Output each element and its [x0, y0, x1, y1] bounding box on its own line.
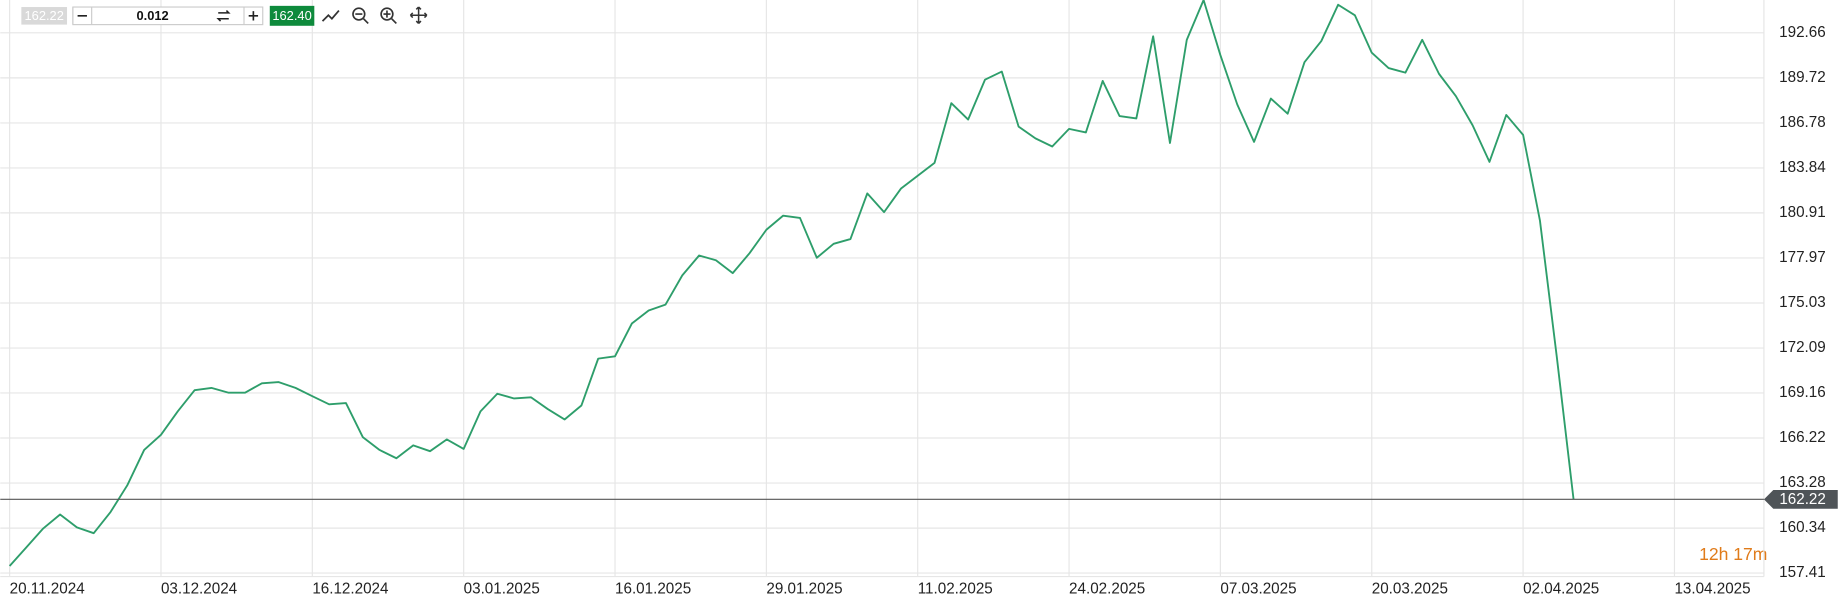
chart-type-icon[interactable] [321, 9, 340, 22]
pan-icon[interactable] [409, 6, 428, 24]
y-tick-label: 183.84 [1779, 159, 1826, 176]
toolbar: 162.22 0.012 162.40 [21, 5, 428, 26]
ask-price[interactable]: 162.40 [272, 8, 311, 23]
x-tick-label: 07.03.2025 [1220, 580, 1296, 597]
y-tick-label: 172.09 [1779, 339, 1826, 356]
y-tick-label: 186.78 [1779, 114, 1826, 131]
bid-box [21, 7, 68, 25]
y-tick-label: 192.66 [1779, 24, 1826, 41]
y-tick-label: 160.34 [1779, 519, 1826, 536]
last-price-tag [1763, 489, 1838, 509]
y-tick-label: 166.22 [1779, 429, 1826, 446]
y-tick-label: 175.03 [1779, 294, 1826, 311]
x-tick-label: 29.01.2025 [766, 580, 842, 597]
zoom-in-icon[interactable] [383, 10, 397, 25]
amount-input[interactable]: 0.012 [136, 8, 168, 23]
x-tick-label: 03.01.2025 [464, 580, 540, 597]
x-tick-label: 20.11.2024 [10, 580, 86, 597]
y-tick-label: 180.91 [1779, 204, 1826, 221]
x-tick-label: 03.12.2024 [161, 580, 238, 597]
swap-icon[interactable] [216, 10, 231, 22]
bid-price: 162.22 [25, 8, 64, 23]
zoom-out-icon[interactable] [355, 13, 369, 25]
zoom-out-icon[interactable] [352, 7, 366, 21]
x-tick-label: 16.01.2025 [615, 580, 691, 597]
x-tick-label: 11.02.2025 [918, 580, 993, 597]
y-tick-label: 189.72 [1779, 69, 1826, 86]
y-tick-label: 169.16 [1779, 384, 1826, 401]
y-tick-label: 157.41 [1779, 564, 1826, 581]
x-tick-label: 24.02.2025 [1069, 580, 1145, 597]
ask-box[interactable] [269, 5, 315, 26]
x-tick-label: 20.03.2025 [1372, 580, 1448, 597]
y-tick-label: 163.28 [1779, 474, 1826, 491]
countdown: 12h 17m [1699, 544, 1767, 564]
y-tick-label: 177.97 [1779, 249, 1826, 266]
grid [0, 0, 1764, 577]
x-tick-label: 02.04.2025 [1523, 580, 1599, 597]
price-line [8, 0, 1575, 567]
x-tick-label: 13.04.2025 [1674, 580, 1750, 597]
zoom-in-icon[interactable] [380, 7, 394, 21]
last-price-label: 162.22 [1779, 491, 1826, 508]
x-tick-label: 16.12.2024 [312, 580, 389, 597]
